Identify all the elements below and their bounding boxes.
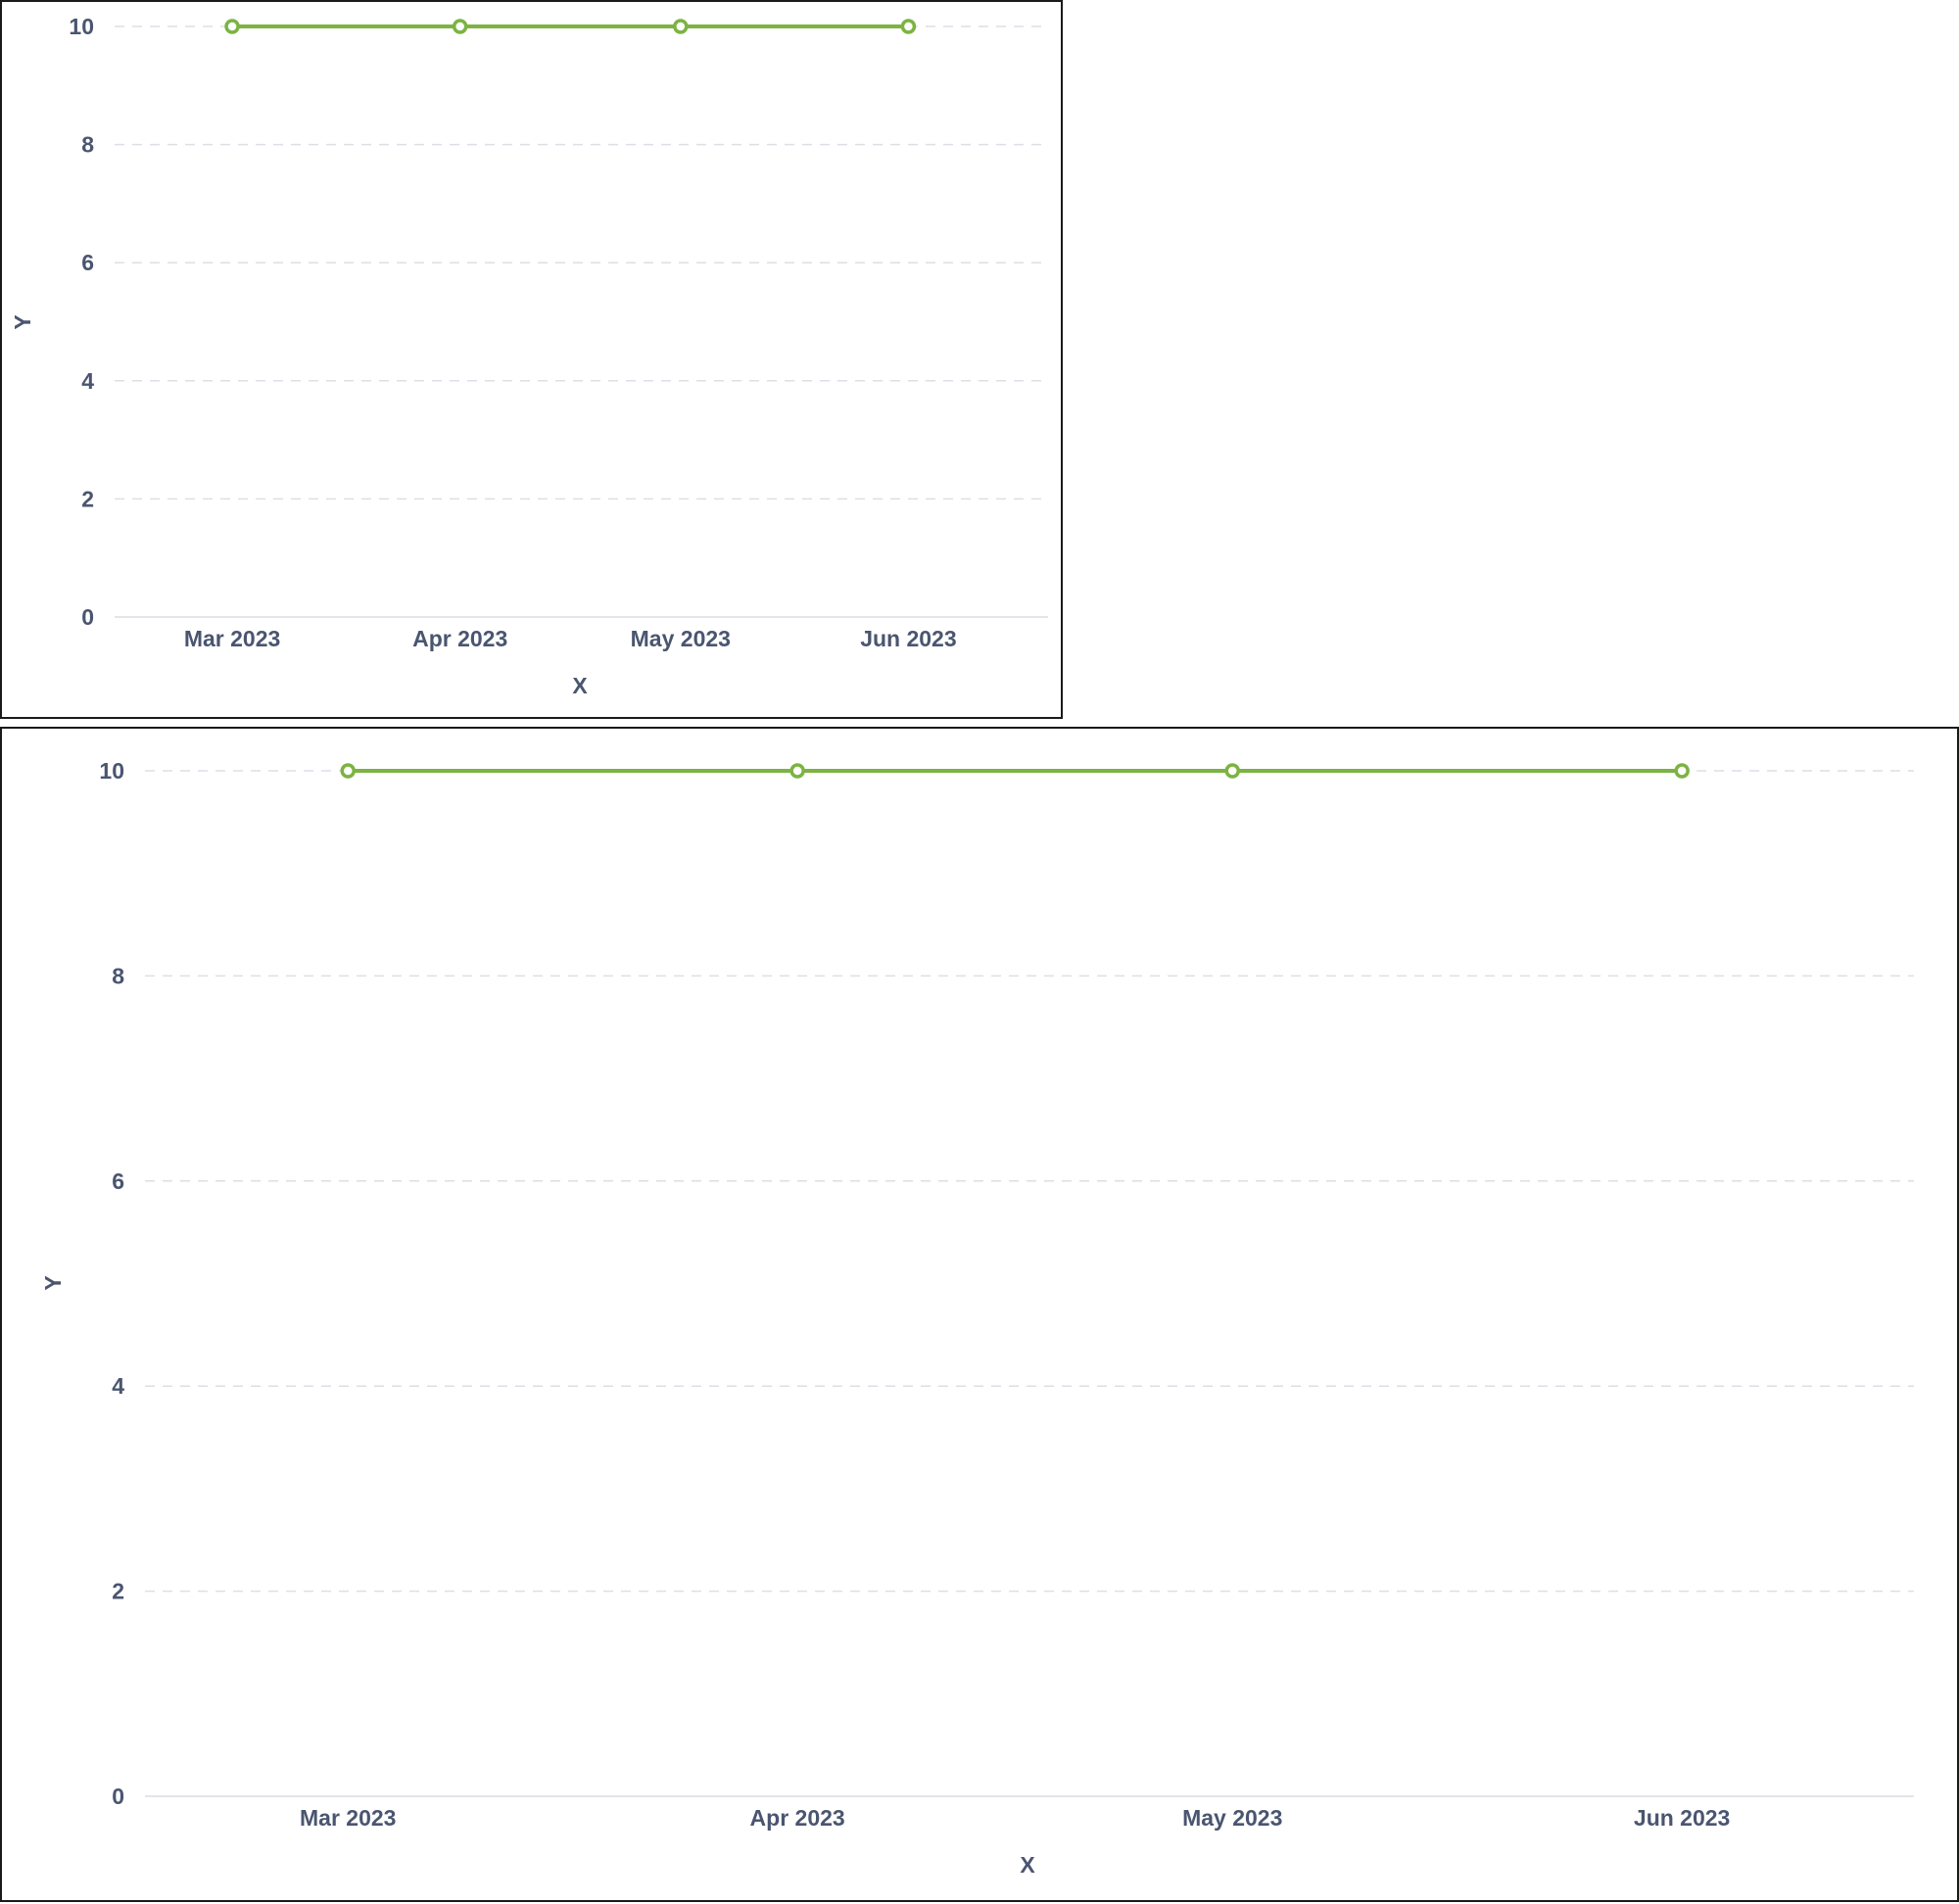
data-point[interactable] — [340, 763, 356, 779]
data-point[interactable] — [789, 763, 805, 779]
line-chart-large: 0 2 4 6 8 10 Mar 2023 Apr 2023 May 2023 Jun 2023 X… — [40, 758, 1914, 1878]
x-tick-label: Jun 2023 — [860, 626, 956, 651]
y-tick-label: 4 — [81, 368, 94, 394]
y-tick-label: 8 — [112, 963, 124, 988]
chart-panel-small: 0 2 4 6 8 10 Mar 2023 Apr 2023 May 2023 Jun 2023 X… — [0, 0, 1063, 719]
y-tick-label: 2 — [81, 486, 94, 511]
data-point[interactable] — [900, 19, 917, 34]
x-tick-label: Mar 2023 — [300, 1805, 396, 1831]
y-axis-label: Y — [10, 314, 35, 329]
y-axis-label: Y — [40, 1275, 66, 1290]
data-point[interactable] — [224, 19, 240, 34]
data-point[interactable] — [1674, 763, 1690, 779]
y-tick-label: 8 — [81, 132, 94, 158]
y-tick-label: 4 — [112, 1373, 124, 1399]
y-tick-label: 0 — [81, 604, 94, 630]
y-tick-label: 6 — [81, 250, 94, 275]
x-tick-label: Mar 2023 — [184, 626, 280, 651]
y-tick-label: 6 — [112, 1168, 124, 1194]
x-axis-label: X — [572, 673, 588, 698]
data-point[interactable] — [1224, 763, 1240, 779]
data-point[interactable] — [452, 19, 468, 34]
x-tick-label: May 2023 — [1182, 1805, 1282, 1831]
chart-panel-large: 0 2 4 6 8 10 Mar 2023 Apr 2023 May 2023 Jun 2023 X… — [0, 727, 1959, 1902]
x-axis-label: X — [1020, 1852, 1035, 1878]
x-tick-label: Apr 2023 — [750, 1805, 845, 1831]
x-tick-label: Jun 2023 — [1634, 1805, 1730, 1831]
x-tick-label: Apr 2023 — [412, 626, 507, 651]
y-tick-label: 10 — [69, 14, 94, 39]
y-tick-label: 10 — [99, 758, 124, 784]
line-chart-small: 0 2 4 6 8 10 Mar 2023 Apr 2023 May 2023 Jun 2023 X… — [10, 14, 1048, 698]
y-tick-label: 2 — [112, 1579, 124, 1604]
y-tick-label: 0 — [112, 1784, 124, 1809]
x-tick-label: May 2023 — [631, 626, 731, 651]
data-point[interactable] — [673, 19, 689, 34]
